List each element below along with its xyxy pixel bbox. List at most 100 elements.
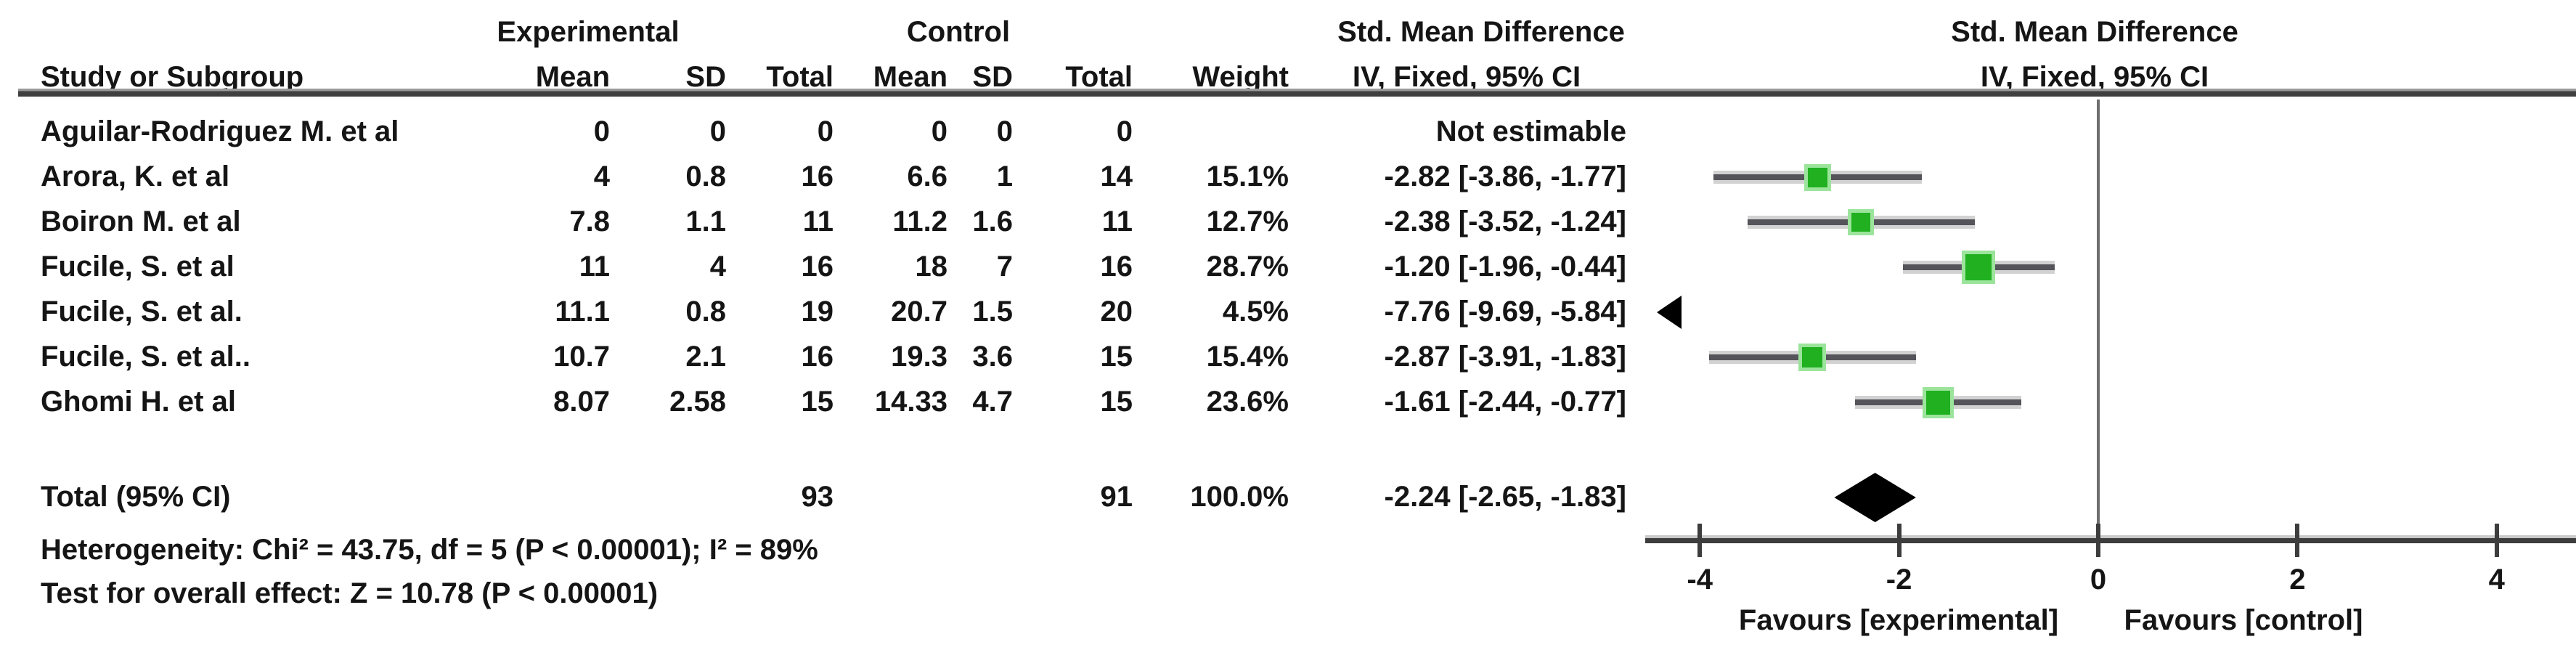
cell-ctrl-total: 15 [1100, 386, 1133, 418]
cell-ctrl-sd: 1 [996, 161, 1013, 192]
header-rule [18, 89, 2576, 97]
cell-ctrl-total: 14 [1100, 161, 1133, 192]
cell-ctrl-total: 20 [1100, 296, 1133, 328]
cell-weight: 28.7% [1206, 251, 1289, 283]
cell-ci-text: -2.38 [-3.52, -1.24] [1384, 206, 1627, 237]
cell-ci-text: -1.61 [-2.44, -0.77] [1384, 386, 1627, 418]
x-axis-line [1645, 538, 2576, 543]
cell-weight: 15.1% [1206, 161, 1289, 192]
cell-ci-text: -2.82 [-3.86, -1.77] [1384, 161, 1627, 192]
cell-exp-total: 15 [801, 386, 834, 418]
cell-ctrl-sd: 3.6 [972, 341, 1013, 373]
axis-tick-label: -4 [1687, 564, 1713, 596]
cell-exp-mean: 11.1 [555, 296, 610, 328]
col-header-weight: Weight [1192, 61, 1289, 93]
cell-study-name: Boiron M. et al [41, 206, 241, 237]
cell-exp-mean: 11 [579, 251, 610, 283]
cell-exp-total: 0 [817, 115, 833, 147]
cell-ci-text: -7.76 [-9.69, -5.84] [1384, 296, 1627, 328]
cell-exp-mean: 0 [593, 115, 610, 147]
axis-tick-label: 2 [2289, 564, 2306, 596]
table-row: Ghomi H. et al 8.07 2.58 15 14.33 4.7 15 23.6% -… [0, 380, 1648, 425]
cell-exp-total: 16 [801, 341, 834, 373]
cell-exp-mean: 10.7 [553, 341, 610, 373]
group-header-experimental: Experimental [497, 16, 680, 48]
axis-tick [1697, 524, 1703, 557]
zero-line [2097, 99, 2100, 540]
col-header-exp-total: Total [766, 61, 833, 93]
cell-ctrl-total: 16 [1100, 251, 1133, 283]
cell-ci-text: Not estimable [1435, 115, 1626, 147]
cell-exp-sd: 0.8 [685, 296, 726, 328]
effect-square [1926, 391, 1950, 415]
axis-tick [2096, 524, 2100, 557]
summary-diamond [1834, 473, 1916, 522]
cell-weight: 4.5% [1222, 296, 1289, 328]
cell-exp-mean: 8.07 [553, 386, 610, 418]
overall-effect-text: Test for overall effect: Z = 10.78 (P < … [41, 577, 659, 609]
col-header-exp-sd: SD [685, 61, 726, 93]
axis-tick [2295, 524, 2300, 557]
cell-ci-text: -2.87 [-3.91, -1.83] [1384, 341, 1627, 373]
cell-total-weight: 100.0% [1190, 481, 1289, 513]
cell-ctrl-sd: 0 [996, 115, 1013, 147]
col-header-exp-mean: Mean [535, 61, 610, 93]
col-header-ctrl-sd: SD [972, 61, 1013, 93]
cell-study-name: Arora, K. et al [41, 161, 230, 192]
cell-ctrl-sd: 1.6 [972, 206, 1013, 237]
cell-weight: 23.6% [1206, 386, 1289, 418]
favours-experimental-label: Favours [experimental] [1738, 604, 2059, 636]
cell-weight: 12.7% [1206, 206, 1289, 237]
heterogeneity-text: Heterogeneity: Chi² = 43.75, df = 5 (P <… [41, 534, 818, 566]
offscale-arrow-icon [1657, 296, 1682, 329]
col-header-ctrl-mean: Mean [873, 61, 947, 93]
cell-total-ctrl-total: 91 [1100, 481, 1133, 513]
cell-ctrl-total: 0 [1116, 115, 1133, 147]
group-header-control: Control [906, 16, 1011, 48]
cell-ctrl-mean: 0 [931, 115, 947, 147]
group-header-smd-text: Std. Mean Difference [1337, 16, 1625, 48]
table-row: Aguilar-Rodriguez M. et al 0 0 0 0 0 0 Not esti… [0, 110, 1648, 155]
cell-study-name: Fucile, S. et al.. [41, 341, 250, 373]
axis-tick [1896, 524, 1902, 557]
cell-exp-mean: 7.8 [569, 206, 610, 237]
cell-study-name: Aguilar-Rodriguez M. et al [41, 115, 399, 147]
col-header-ci-plot: IV, Fixed, 95% CI [1980, 61, 2209, 93]
effect-square [1965, 254, 1992, 280]
cell-total-label: Total (95% CI) [41, 481, 231, 513]
col-header-ctrl-total: Total [1065, 61, 1133, 93]
axis-tick-label: 0 [2090, 564, 2107, 596]
effect-square [1802, 347, 1822, 367]
cell-total-exp-total: 93 [801, 481, 834, 513]
cell-exp-sd: 0 [709, 115, 726, 147]
cell-study-name: Fucile, S. et al [41, 251, 235, 283]
cell-ctrl-mean: 20.7 [891, 296, 947, 328]
table-row: Fucile, S. et al. 11.1 0.8 19 20.7 1.5 20 4.5% -… [0, 290, 1648, 335]
effect-square [1808, 168, 1827, 187]
table-row: Fucile, S. et al.. 10.7 2.1 16 19.3 3.6 15 15.4… [0, 335, 1648, 380]
cell-study-name: Ghomi H. et al [41, 386, 236, 418]
table-row: Boiron M. et al 7.8 1.1 11 11.2 1.6 11 12.7% -2.… [0, 200, 1648, 245]
cell-ctrl-sd: 7 [996, 251, 1013, 283]
col-header-ci-text: IV, Fixed, 95% CI [1352, 61, 1581, 93]
axis-tick [2494, 524, 2499, 557]
cell-ctrl-total: 15 [1100, 341, 1133, 373]
cell-total-ci-text: -2.24 [-2.65, -1.83] [1384, 481, 1627, 513]
cell-weight: 15.4% [1206, 341, 1289, 373]
cell-exp-sd: 2.58 [669, 386, 726, 418]
axis-tick-label: 4 [2488, 564, 2505, 596]
cell-ctrl-sd: 1.5 [972, 296, 1013, 328]
cell-ci-text: -1.20 [-1.96, -0.44] [1384, 251, 1627, 283]
cell-ctrl-mean: 14.33 [874, 386, 947, 418]
cell-ctrl-mean: 6.6 [907, 161, 947, 192]
cell-ctrl-mean: 19.3 [891, 341, 947, 373]
cell-ctrl-mean: 11.2 [892, 206, 947, 237]
cell-exp-sd: 0.8 [685, 161, 726, 192]
cell-ctrl-mean: 18 [915, 251, 948, 283]
cell-exp-sd: 2.1 [685, 341, 726, 373]
total-row: Total (95% CI) 93 91 100.0% -2.24 [-2.65, -1… [0, 475, 1648, 520]
cell-exp-total: 19 [801, 296, 834, 328]
cell-exp-total: 16 [801, 161, 834, 192]
cell-ctrl-sd: 4.7 [972, 386, 1013, 418]
